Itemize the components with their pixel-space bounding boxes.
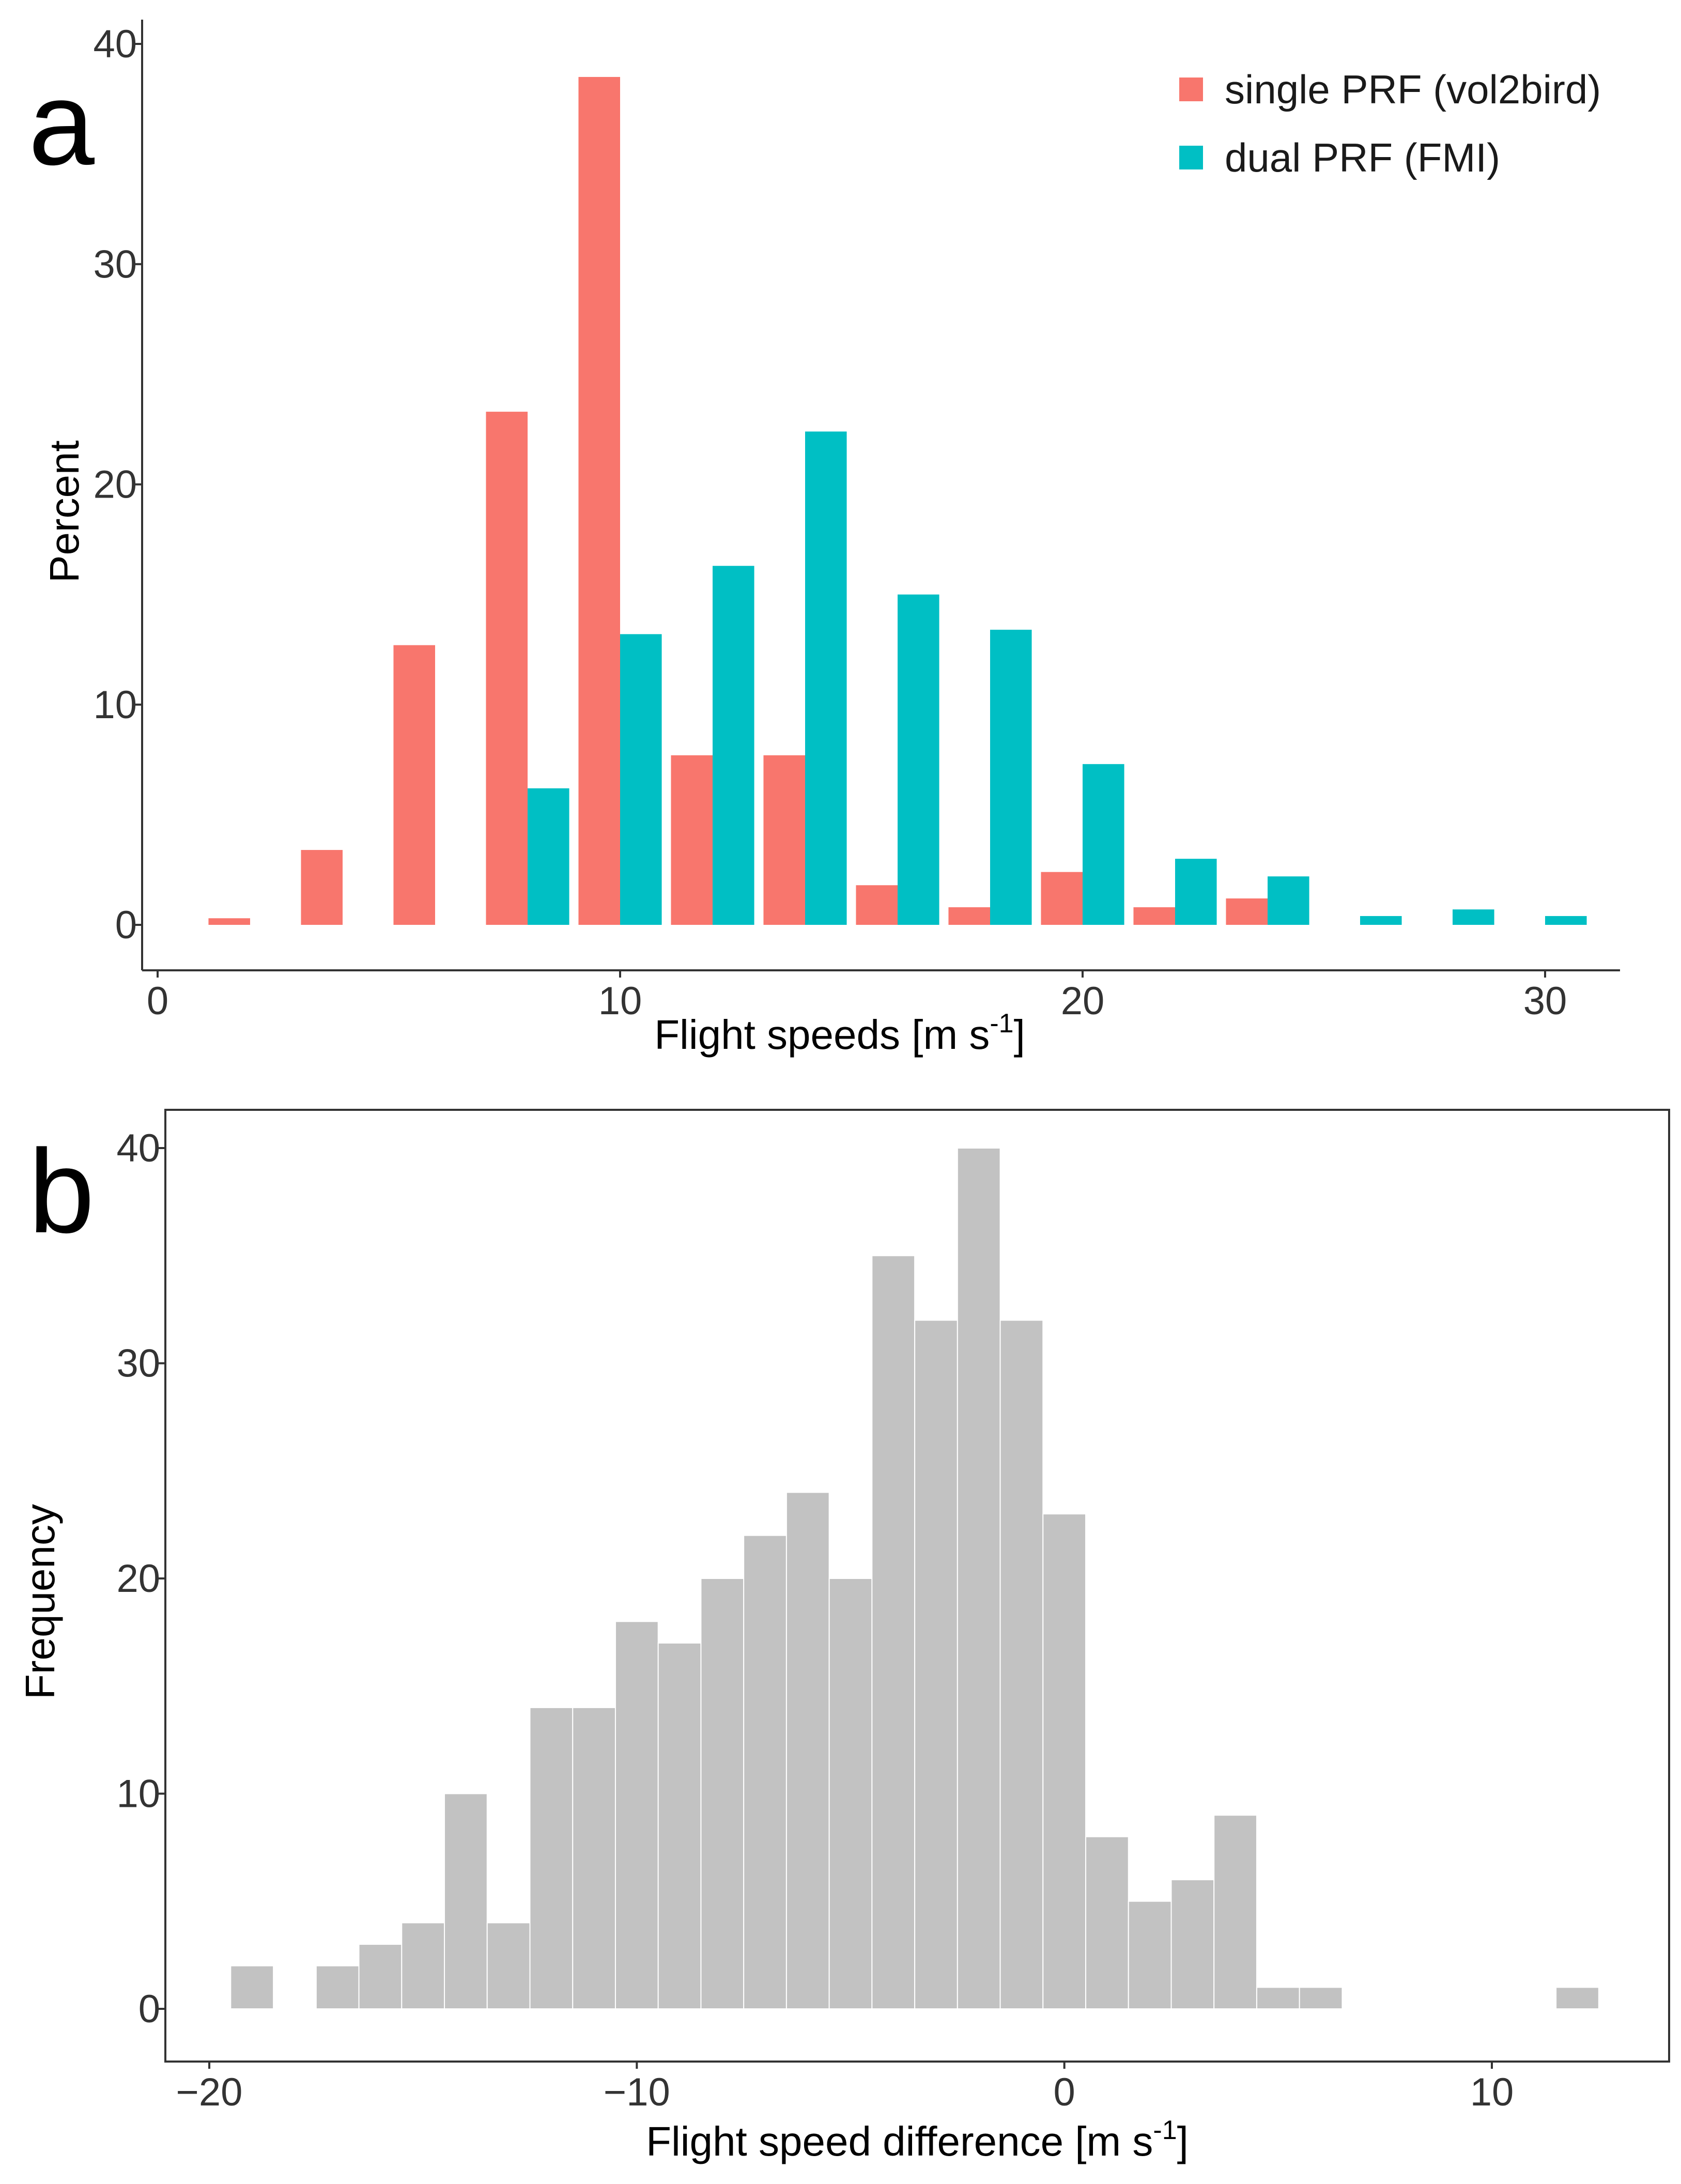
panel-a-x-axis-title-close: ] (1014, 1012, 1025, 1058)
bar-single-12 (671, 755, 713, 925)
hist-bar-16 (914, 1320, 958, 2009)
x-tick-label--20: −20 (176, 2070, 243, 2114)
hist-bar-0 (230, 1965, 274, 2009)
bar-single-2 (208, 918, 250, 925)
hist-bar-12 (743, 1535, 787, 2009)
y-tick-label-40: 40 (93, 22, 137, 66)
panel-b-y-axis-title: Frequency (17, 1504, 63, 1699)
y-tick-label-20: 20 (116, 1557, 160, 1601)
legend-label-single-prf: single PRF (vol2bird) (1225, 67, 1601, 112)
x-tick-label-10: 10 (1470, 2070, 1514, 2114)
hist-bar-7 (529, 1707, 574, 2009)
panel-b-x-axis-title-main: Flight speed difference [m s (646, 2118, 1153, 2164)
hist-bar-25 (1299, 1987, 1343, 2010)
hist-bar-24 (1256, 1987, 1300, 2010)
panel-a-y-ticks: 0 10 20 30 40 (93, 22, 142, 947)
hist-bar-14 (828, 1578, 873, 2009)
bar-single-6 (393, 645, 435, 925)
x-tick-label-0: 0 (147, 979, 168, 1023)
legend-swatch-single-prf (1179, 78, 1203, 101)
legend-swatch-dual-prf (1179, 146, 1203, 169)
panel-a-bars (208, 76, 1587, 925)
bar-single-8 (486, 411, 528, 925)
panel-b-plot-border (164, 1109, 1670, 2063)
y-tick-label-0: 0 (115, 903, 137, 947)
panel-b: b 0 10 20 30 40 −20 −10 0 10 Flight speed diffe… (17, 1109, 1670, 2164)
bar-dual-8 (528, 788, 569, 925)
bar-single-22 (1133, 907, 1175, 925)
bar-dual-20 (1083, 764, 1124, 925)
bar-dual-16 (898, 594, 939, 925)
hist-bar-3 (358, 1944, 403, 2010)
hist-bar-5 (444, 1793, 488, 2009)
panel-b-letter: b (28, 1125, 95, 1258)
bar-dual-14 (805, 431, 847, 925)
panel-a-legend: single PRF (vol2bird) dual PRF (FMI) (1179, 67, 1601, 180)
hist-bar-18 (999, 1320, 1044, 2009)
hist-bar-31 (1555, 1987, 1599, 2010)
y-tick-label-40: 40 (116, 1126, 160, 1170)
hist-bar-19 (1042, 1513, 1087, 2010)
panel-b-x-axis-title-close: ] (1177, 2118, 1189, 2164)
x-tick-label-20: 20 (1061, 979, 1105, 1023)
bar-dual-30 (1545, 916, 1587, 925)
bar-single-4 (301, 850, 343, 925)
bar-dual-12 (713, 566, 754, 925)
hist-bar-13 (785, 1492, 830, 2009)
panel-a-x-axis-title-main: Flight speeds [m s (654, 1012, 990, 1058)
bar-dual-22 (1175, 859, 1217, 925)
panel-b-x-ticks: −20 −10 0 10 (176, 2062, 1514, 2114)
x-tick-label-30: 30 (1523, 979, 1567, 1023)
hist-bar-2 (315, 1965, 360, 2009)
y-tick-label-30: 30 (116, 1342, 160, 1386)
y-tick-label-30: 30 (93, 242, 137, 286)
x-tick-label-0: 0 (1054, 2070, 1075, 2114)
hist-bar-15 (871, 1255, 916, 2009)
hist-bar-11 (700, 1578, 745, 2009)
y-tick-label-10: 10 (93, 683, 137, 727)
panel-a-x-axis-title: Flight speeds [m s-1] (654, 1009, 1025, 1058)
hist-bar-23 (1213, 1815, 1257, 2009)
hist-bar-6 (486, 1922, 531, 2009)
bar-single-16 (856, 885, 898, 925)
hist-bar-9 (614, 1621, 659, 2010)
panel-a-letter: a (28, 57, 95, 190)
legend-label-dual-prf: dual PRF (FMI) (1225, 135, 1500, 180)
bar-dual-24 (1268, 876, 1309, 925)
x-tick-label-10: 10 (598, 979, 642, 1023)
y-tick-label-20: 20 (93, 463, 137, 507)
bar-single-20 (1041, 872, 1083, 925)
y-tick-label-0: 0 (138, 1987, 160, 2031)
panel-a: a 0 10 20 30 40 0 10 20 30 Flight speeds [m s-1… (28, 20, 1620, 1058)
panel-a-x-axis-title-sup: -1 (990, 1009, 1013, 1039)
panel-a-x-ticks: 0 10 20 30 (147, 970, 1567, 1023)
bar-dual-18 (990, 629, 1032, 925)
x-tick-label--10: −10 (604, 2070, 670, 2114)
hist-bar-10 (657, 1642, 702, 2009)
bar-single-24 (1226, 898, 1268, 925)
panel-b-x-axis-title-sup: -1 (1153, 2115, 1177, 2145)
hist-bar-17 (957, 1148, 1001, 2009)
panel-b-x-axis-title: Flight speed difference [m s-1] (646, 2115, 1189, 2164)
hist-bar-8 (572, 1707, 616, 2009)
panel-b-bars (230, 1148, 1599, 2010)
hist-bar-20 (1085, 1836, 1129, 2010)
y-tick-label-10: 10 (116, 1772, 160, 1816)
panel-a-y-axis-title: Percent (41, 440, 87, 583)
hist-bar-4 (401, 1922, 445, 2009)
bar-single-10 (578, 76, 620, 925)
bar-single-18 (948, 907, 990, 925)
bar-single-14 (763, 755, 805, 925)
hist-bar-22 (1170, 1879, 1215, 2010)
hist-bar-21 (1128, 1900, 1172, 2009)
bar-dual-28 (1453, 909, 1494, 925)
panel-b-y-ticks: 0 10 20 30 40 (116, 1126, 165, 2031)
bar-dual-10 (620, 634, 662, 925)
bar-dual-26 (1360, 916, 1402, 925)
